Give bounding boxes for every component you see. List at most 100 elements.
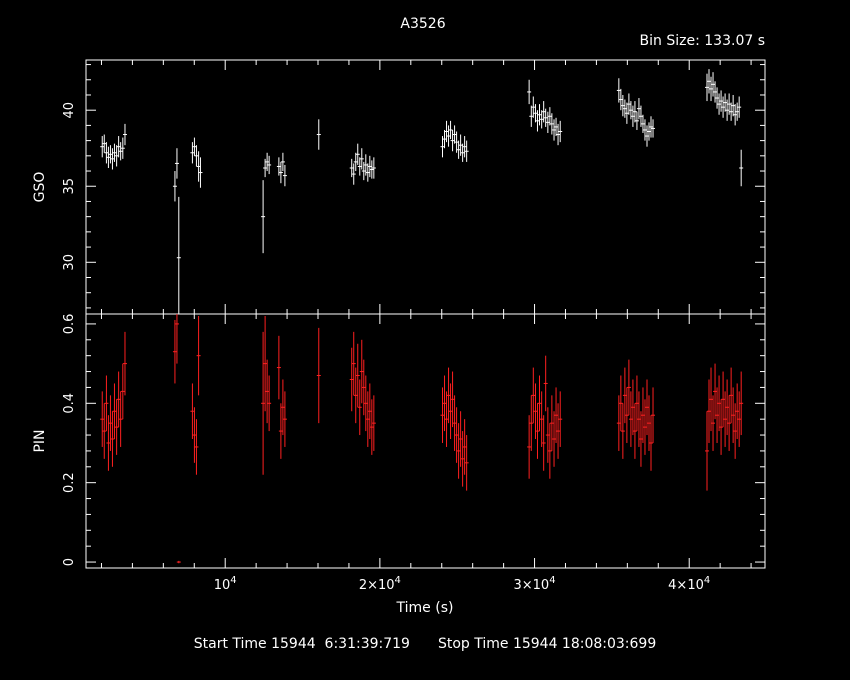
pin-data-point [464, 435, 469, 491]
pin-data-point [448, 383, 453, 440]
gso-data-point [355, 143, 360, 165]
gso-data-point [618, 88, 623, 111]
gso-data-point [446, 125, 451, 147]
gso-data-point [263, 158, 268, 178]
gso-data-point [448, 120, 453, 140]
gso-data-point [547, 107, 552, 126]
pin-data-point [444, 391, 449, 447]
pin-data-point [458, 411, 463, 467]
pin-data-point [552, 411, 557, 467]
pin-data-point [733, 403, 738, 459]
gso-data-point [460, 143, 465, 162]
gso-data-point [174, 148, 179, 179]
pin-data-point [116, 371, 121, 428]
gso-data-point [353, 152, 358, 172]
gso-data-point [454, 131, 459, 153]
pin-data-point [278, 403, 283, 459]
x-tick-label: 3×104 [513, 575, 555, 593]
gso-data-point [110, 148, 115, 170]
pin-data-point [533, 383, 538, 440]
gso-data-point [558, 120, 563, 143]
pin-data-point [626, 359, 631, 416]
gso-data-point [104, 142, 109, 164]
pin-data-point [112, 383, 117, 440]
gso-data-point [707, 69, 712, 94]
pin-data-point [462, 419, 467, 475]
x-tick-label: 4×104 [668, 575, 710, 593]
pin-y-axis-label: PIN [32, 429, 48, 452]
pin-data-point [452, 395, 457, 451]
gso-data-point [102, 134, 107, 153]
gso-data-point [456, 140, 461, 159]
pin-data-point [727, 395, 732, 451]
pin-data-point [263, 315, 268, 412]
x-tick-mantissa: 2×10 [359, 578, 395, 593]
pin-data-point [172, 319, 177, 384]
pin-panel-frame [85, 313, 766, 569]
pin-data-point [737, 391, 742, 447]
x-tick-mantissa: 4×10 [668, 578, 704, 593]
pin-data-point [100, 391, 105, 447]
gso-data-point [616, 78, 621, 103]
gso-data-point [723, 93, 728, 112]
gso-data-point [715, 87, 720, 109]
pin-data-point [541, 415, 546, 471]
pin-data-point [361, 359, 366, 416]
pin-data-point [357, 379, 362, 436]
pin-data-point [620, 403, 625, 459]
gso-data-point [719, 90, 724, 112]
pin-data-point [735, 383, 740, 440]
x-tick-exponent: 4 [395, 575, 401, 586]
pin-data-points [100, 314, 744, 564]
pin-y-tick-label: 0.4 [62, 393, 77, 414]
gso-data-point [112, 143, 117, 162]
chart-title: A3526 [400, 16, 445, 32]
pin-data-point [104, 375, 109, 432]
pin-data-point [554, 387, 559, 443]
gso-data-point [458, 134, 463, 156]
gso-data-point [114, 145, 119, 167]
x-tick-exponent: 4 [704, 575, 710, 586]
pin-data-point [618, 375, 623, 432]
pin-data-point [719, 399, 724, 455]
gso-data-point [735, 102, 740, 121]
pin-y-ticks: 0 0.2 0.4 0.6 [62, 314, 765, 566]
gso-data-point [452, 125, 457, 144]
gso-data-point [545, 111, 550, 134]
gso-data-point [349, 158, 354, 178]
pin-data-point [628, 391, 633, 447]
gso-y-tick-label: 35 [62, 178, 77, 195]
pin-data-point [120, 363, 125, 420]
gso-data-point [704, 73, 709, 102]
gso-data-point [537, 104, 542, 126]
x-axis-label: Time (s) [396, 600, 454, 616]
gso-data-point [100, 136, 105, 158]
gso-data-point [531, 96, 536, 118]
pin-data-point [349, 347, 354, 412]
pin-data-point [316, 327, 321, 424]
x-tick-exponent: 4 [549, 575, 555, 586]
pin-data-point [355, 343, 360, 408]
pin-data-point [369, 399, 374, 455]
pin-data-point [632, 403, 637, 459]
pin-data-point [721, 371, 726, 428]
gso-data-point [196, 151, 201, 182]
gso-data-point [369, 160, 374, 179]
gso-data-point [727, 93, 732, 115]
pin-data-point [365, 391, 370, 447]
gso-data-point [709, 76, 714, 102]
pin-data-point [731, 387, 736, 443]
pin-x-ticks [100, 314, 752, 568]
gso-data-point [529, 105, 534, 127]
gso-data-point [539, 110, 544, 129]
gso-data-point [176, 196, 181, 314]
gso-data-point [729, 102, 734, 121]
pin-data-point [122, 331, 127, 396]
pin-data-point [456, 423, 461, 479]
pin-data-point [102, 403, 107, 459]
gso-data-point [359, 148, 364, 170]
gso-data-point [190, 142, 195, 164]
gso-data-point [120, 137, 125, 159]
gso-data-point [733, 104, 738, 126]
